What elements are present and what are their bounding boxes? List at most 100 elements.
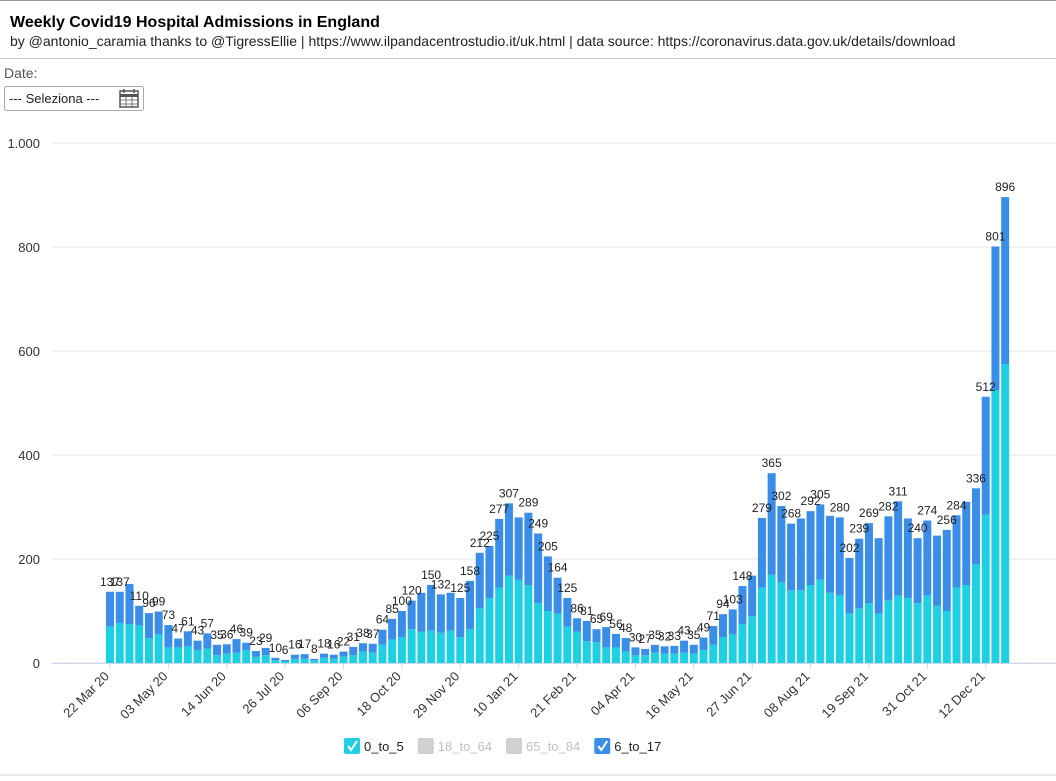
bar-segment (485, 598, 494, 663)
date-select[interactable]: --- Seleziona --- (4, 86, 144, 111)
bar-segment (271, 657, 280, 661)
bar-segment (504, 575, 513, 663)
bar-segment (728, 609, 737, 635)
bar-segment (349, 655, 358, 663)
bar-segment (806, 511, 815, 585)
data-label: 801 (985, 229, 1005, 243)
legend-item[interactable]: 0_to_5 (344, 738, 404, 754)
bar-segment (913, 603, 922, 663)
legend-checkbox[interactable] (594, 738, 611, 754)
bar-segment (261, 647, 270, 656)
x-tick-label: 27 Jun 21 (703, 669, 754, 720)
select-box[interactable] (4, 86, 144, 111)
data-label: 43 (191, 624, 205, 638)
x-tick-label: 31 Oct 21 (879, 669, 929, 719)
data-label: 279 (752, 501, 772, 515)
data-label: 71 (707, 609, 721, 623)
data-label: 35 (687, 628, 701, 642)
bar-segment (106, 591, 114, 627)
data-label: 73 (162, 608, 176, 622)
data-label: 57 (201, 616, 215, 630)
data-label: 302 (771, 489, 791, 503)
bar-segment (446, 630, 455, 663)
bar-segment (446, 592, 455, 631)
data-label: 239 (849, 522, 869, 536)
data-label: 38 (356, 626, 370, 640)
bar-segment (855, 608, 864, 663)
x-tick-label: 03 May 20 (117, 669, 171, 723)
data-label: 39 (240, 626, 254, 640)
bar-segment (388, 639, 397, 663)
bar-segment (738, 586, 747, 624)
bar-segment (222, 653, 231, 663)
calendar-icon[interactable] (119, 89, 139, 108)
data-label: 280 (830, 500, 850, 514)
data-label: 22 (337, 635, 351, 649)
bar-segment (757, 517, 766, 588)
bar-segment (777, 582, 786, 663)
data-label: 164 (548, 561, 568, 575)
bar-segment (660, 653, 669, 663)
bar-segment (427, 630, 436, 663)
bar-segment (689, 653, 698, 663)
bar-segment (125, 583, 134, 624)
data-label: 85 (385, 602, 399, 616)
bar-segment (845, 613, 854, 663)
bar-segment (358, 651, 367, 663)
legend-label[interactable]: 6_to_17 (614, 739, 661, 754)
bar-segment (933, 605, 942, 663)
bar-segment (504, 503, 513, 576)
legend-label[interactable]: 18_to_64 (438, 739, 492, 754)
title: Weekly Covid19 Hospital Admissions in En… (10, 14, 380, 31)
bar-segment (670, 645, 679, 654)
bar-segment (281, 659, 290, 662)
y-tick-label: 600 (18, 344, 40, 359)
data-label: 99 (152, 595, 166, 609)
legend-label[interactable]: 65_to_84 (526, 739, 580, 754)
data-label: 289 (518, 496, 538, 510)
data-label: 292 (801, 494, 821, 508)
select-placeholder[interactable]: --- Seleziona --- (9, 91, 99, 106)
bar-segment (631, 647, 640, 656)
bar-segment (368, 652, 377, 663)
bar-segment (388, 618, 397, 640)
legend-checkbox[interactable] (506, 738, 522, 754)
data-label: 46 (230, 622, 244, 636)
legend-label[interactable]: 0_to_5 (364, 739, 404, 754)
bar-segment (320, 653, 329, 658)
bar-segment (884, 516, 893, 601)
data-label: 37 (366, 627, 380, 641)
bar-segment (602, 647, 611, 663)
bar-segment (524, 585, 533, 663)
legend-checkbox[interactable] (417, 738, 434, 754)
bar-segment (835, 517, 844, 596)
bar-segment (611, 633, 620, 648)
data-label: 49 (697, 621, 711, 635)
data-label: 56 (609, 617, 623, 631)
data-label: 256 (937, 513, 957, 527)
data-label: 35 (210, 628, 224, 642)
legend-item[interactable]: 18_to_64 (417, 738, 492, 754)
data-label: 29 (259, 631, 273, 645)
bar-segment (397, 611, 406, 637)
bar-segment (339, 656, 348, 663)
bar-segment (864, 603, 873, 663)
data-label: 277 (489, 502, 509, 516)
data-label: 110 (130, 589, 149, 603)
bar-segment (650, 644, 659, 653)
legend-item[interactable]: 65_to_84 (506, 738, 580, 754)
bar-segment (787, 590, 796, 663)
legend-check[interactable] (597, 740, 609, 752)
bar-segment (407, 600, 416, 630)
bar-segment (933, 535, 942, 606)
data-label: 125 (450, 581, 470, 595)
legend-item[interactable]: 6_to_17 (594, 738, 661, 754)
data-label: 48 (619, 621, 633, 635)
bar-segment (641, 648, 650, 656)
bar-segment (125, 624, 134, 663)
data-label: 96 (142, 596, 156, 610)
legend-checkbox[interactable] (344, 738, 360, 754)
bar-segment (573, 631, 582, 663)
legend-check[interactable] (347, 740, 358, 752)
